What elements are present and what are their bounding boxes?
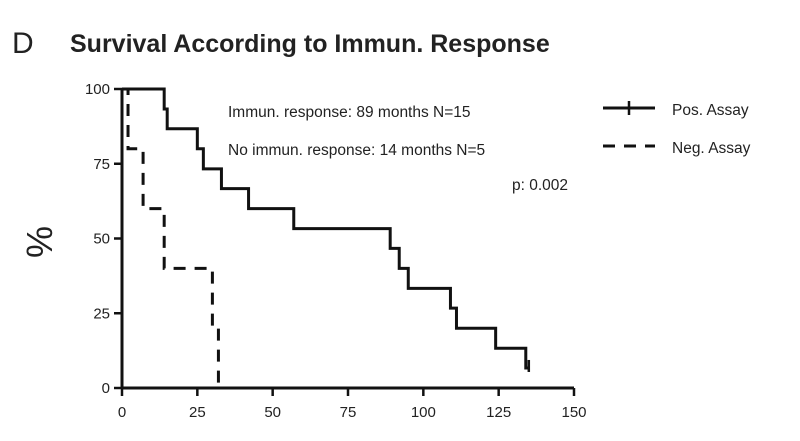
- legend: Pos. Assay Neg. Assay: [603, 101, 751, 157]
- x-tick-label: 0: [118, 404, 126, 421]
- legend-label-neg-assay: Neg. Assay: [672, 140, 751, 157]
- axes: [114, 87, 576, 396]
- y-tick-label: 0: [102, 380, 110, 397]
- y-tick-label: 25: [93, 305, 110, 322]
- x-tick-label: 150: [561, 404, 586, 421]
- series-lines: [122, 87, 531, 390]
- x-tick-label: 100: [411, 404, 436, 421]
- y-tick-label: 50: [93, 231, 110, 248]
- legend-label-pos-assay: Pos. Assay: [672, 102, 749, 119]
- annotation-immun-response: Immun. response: 89 months N=15: [228, 104, 471, 121]
- y-tick-label: 100: [85, 81, 110, 98]
- chart-title: Survival According to Immun. Response: [70, 30, 550, 58]
- y-tick-label: 75: [93, 156, 110, 173]
- series-line-neg-assay: [122, 87, 222, 390]
- annotation-p-value: p: 0.002: [512, 177, 568, 194]
- panel-letter: D: [12, 27, 34, 60]
- annotation-no-immun-response: No immun. response: 14 months N=5: [228, 142, 485, 159]
- tick-labels: 0 25 50 75 100 125 150 0 25 50 75 100: [85, 81, 587, 421]
- x-tick-label: 125: [486, 404, 511, 421]
- series-line-pos-assay: [122, 87, 529, 370]
- x-tick-label: 75: [340, 404, 357, 421]
- x-tick-label: 25: [189, 404, 206, 421]
- x-tick-label: 50: [264, 404, 281, 421]
- y-axis-label: %: [19, 226, 60, 258]
